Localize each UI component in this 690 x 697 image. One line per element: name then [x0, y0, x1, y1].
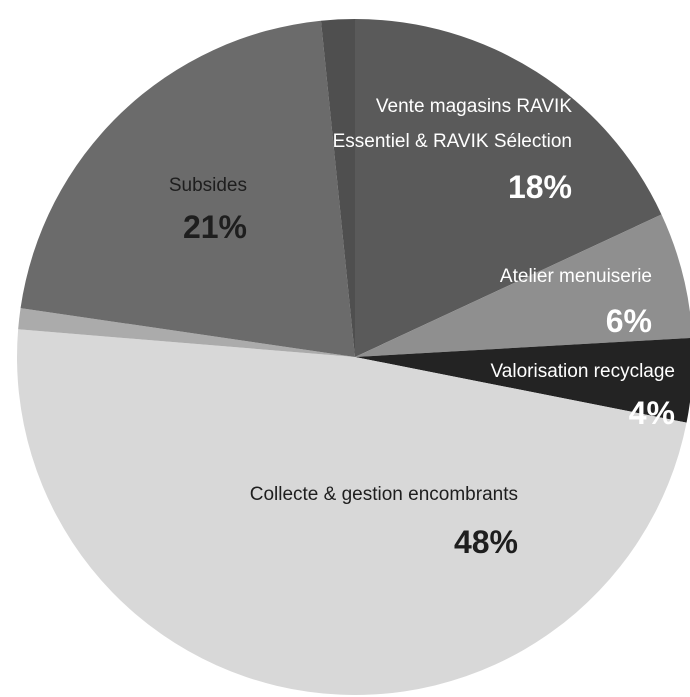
pie-slices — [17, 19, 690, 695]
pie-slice-valorisation-recyclage-2 — [355, 337, 690, 423]
slice-label-vente-magasins-line2: Essentiel & RAVIK Sélection — [333, 131, 572, 152]
slice-label-collecte-encombrants: Collecte & gestion encombrants — [250, 484, 518, 505]
slice-percent-atelier-menuiserie: 6% — [606, 303, 652, 339]
pie-slice-subsides-5 — [20, 20, 356, 357]
pie-labels: Vente magasins RAVIK Essentiel & RAVIK S… — [169, 96, 675, 560]
pie-slice-vente-magasins-ravik-0 — [355, 19, 662, 357]
slice-percent-valorisation-recyclage: 4% — [629, 395, 675, 431]
slice-label-valorisation-recyclage: Valorisation recyclage — [491, 361, 675, 382]
slice-label-atelier-menuiserie: Atelier menuiserie — [500, 266, 652, 287]
pie-slice-collecte-gestion-encombrants-3 — [17, 329, 687, 695]
slice-percent-collecte-encombrants: 48% — [454, 524, 518, 560]
pie-slice-unlabeled-4 — [18, 308, 355, 357]
slice-percent-vente-magasins: 18% — [508, 169, 572, 205]
slice-percent-subsides: 21% — [183, 209, 247, 245]
slice-label-subsides: Subsides — [169, 175, 247, 196]
pie-slice-atelier-menuiserie-1 — [355, 214, 690, 357]
slice-label-vente-magasins-line1: Vente magasins RAVIK — [376, 96, 572, 117]
pie-slice-unlabeled-6 — [320, 19, 355, 357]
